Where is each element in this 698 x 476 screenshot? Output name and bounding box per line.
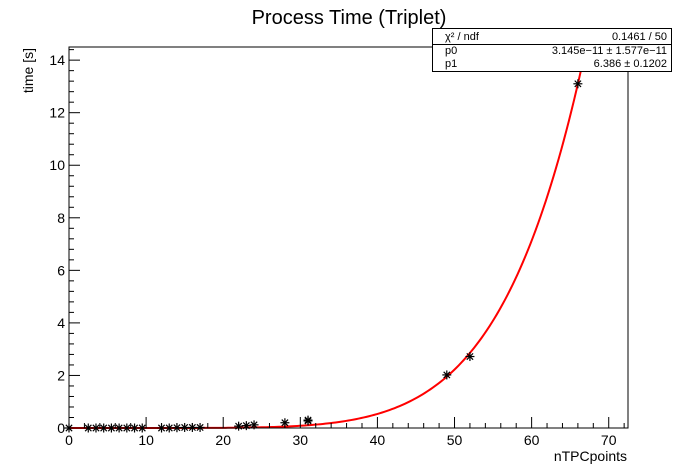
stats-row-chi2: χ² / ndf 0.1461 / 50: [433, 31, 671, 44]
data-point-stroke: [181, 423, 189, 432]
data-point: [465, 352, 475, 362]
x-tick-label: 30: [293, 432, 309, 448]
data-point: [280, 418, 290, 428]
y-tick-label: 8: [57, 210, 65, 226]
data-point-stroke: [196, 423, 204, 432]
stats-p0-value: 3.145e−11 ± 1.577e−11: [551, 45, 667, 57]
stats-p1-value: 6.386 ± 0.1202: [593, 58, 667, 70]
x-tick-label: 0: [65, 432, 73, 448]
stats-row-p0: p0 3.145e−11 ± 1.577e−11: [433, 45, 671, 58]
x-tick-label: 50: [447, 432, 463, 448]
x-tick-label: 40: [370, 432, 386, 448]
x-tick-label: 10: [138, 432, 154, 448]
y-tick-label: 4: [57, 315, 65, 331]
y-tick-label: 6: [57, 262, 65, 278]
x-tick-label: 20: [215, 432, 231, 448]
y-tick-label: 0: [57, 420, 65, 436]
stats-p0-label: p0: [445, 45, 458, 57]
data-point: [241, 421, 251, 431]
data-point-stroke: [466, 352, 474, 361]
stats-separator: [433, 44, 671, 45]
fit-stats-box: χ² / ndf 0.1461 / 50 p0 3.145e−11 ± 1.57…: [432, 28, 672, 72]
x-axis-label: nTPCpoints: [554, 448, 627, 464]
stats-chi2-value: 0.1461 / 50: [611, 31, 667, 43]
y-tick-label: 12: [49, 105, 65, 121]
y-tick-label: 10: [49, 157, 65, 173]
x-tick-label: 60: [524, 432, 540, 448]
data-point: [180, 422, 190, 432]
chart-title: Process Time (Triplet): [252, 7, 447, 29]
y-tick-label: 14: [49, 52, 65, 68]
stats-chi2-label: χ² / ndf: [445, 31, 479, 43]
plot-frame: [68, 46, 629, 429]
stats-row-p1: p1 6.386 ± 0.1202: [433, 58, 671, 71]
y-tick-label: 2: [57, 367, 65, 383]
data-point-stroke: [574, 80, 582, 88]
y-axis-label: time [s]: [20, 48, 36, 93]
data-point: [303, 415, 313, 425]
data-point: [442, 370, 452, 380]
data-point-stroke: [443, 371, 451, 379]
data-point-stroke: [304, 416, 312, 424]
stats-p1-label: p1: [445, 58, 458, 70]
data-point: [573, 79, 583, 89]
data-point: [195, 422, 205, 432]
axes-layer: 0 10 20 30 40 50 60 70 0 2 4 6 8 10 12 14: [49, 46, 629, 448]
data-point-stroke: [281, 419, 289, 427]
x-tick-label: 70: [601, 432, 617, 448]
